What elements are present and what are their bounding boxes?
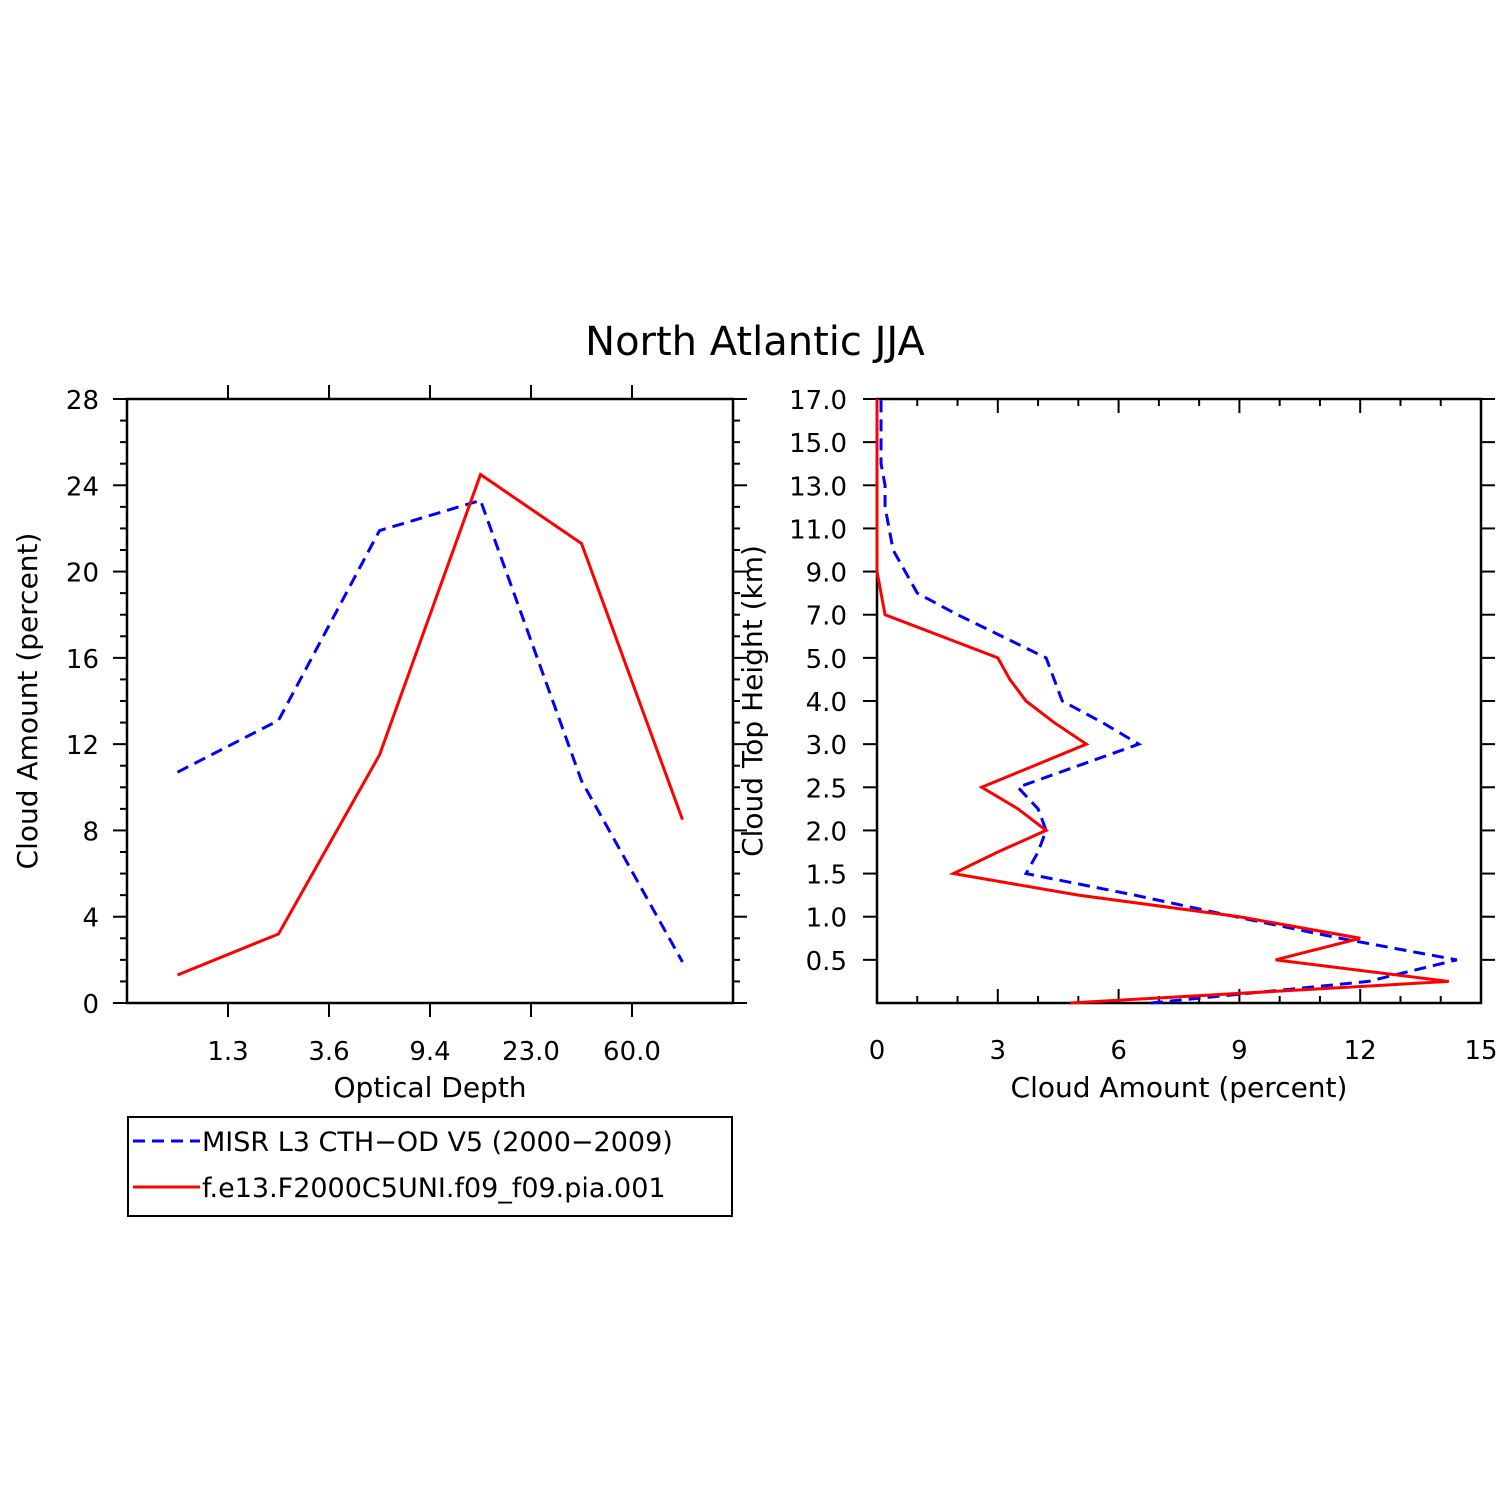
x-tick-label: 1.3 [207, 1037, 248, 1067]
y-tick-label: 12 [66, 731, 99, 761]
y-tick-label: 9.0 [806, 559, 847, 589]
y-tick-label: 28 [66, 386, 99, 416]
series-line-obs [879, 399, 1458, 1005]
y-tick-label: 0 [82, 990, 99, 1020]
y-axis-title: Cloud Amount (percent) [11, 533, 44, 870]
y-tick-label: 3.0 [806, 731, 847, 761]
y-tick-label: 16 [66, 645, 99, 675]
series-line-model [875, 399, 1449, 1005]
x-tick-label: 3.6 [308, 1037, 349, 1067]
y-tick-label: 1.0 [806, 904, 847, 934]
series-line-obs [176, 498, 684, 963]
figure-title: North Atlantic JJA [585, 319, 925, 365]
y-tick-label: 8 [82, 817, 99, 847]
x-tick-label: 12 [1344, 1036, 1377, 1066]
y-tick-label: 2.5 [806, 774, 847, 804]
x-tick-label: 6 [1110, 1036, 1127, 1066]
legend-label-obs: MISR L3 CTH−OD V5 (2000−2009) [202, 1127, 673, 1158]
y-tick-label: 4.0 [806, 688, 847, 718]
x-tick-label: 9 [1231, 1036, 1248, 1066]
legend-label-model: f.e13.F2000C5UNI.f09_f09.pia.001 [202, 1173, 666, 1204]
x-axis-title: Optical Depth [333, 1071, 526, 1104]
y-tick-label: 24 [66, 472, 99, 502]
y-tick-label: 2.0 [806, 817, 847, 847]
cloud-top-height-panel: 0 3 6 9 12 15 0.5 1.0 1.5 2.0 2.5 3.0 4.0 5.0 7.0 9.0 11… [736, 386, 1498, 1104]
legend-box [127, 1116, 733, 1217]
x-tick-label: 60.0 [603, 1037, 661, 1067]
legend: MISR L3 CTH−OD V5 (2000−2009) f.e13.F200… [127, 1116, 733, 1217]
y-tick-label: 13.0 [789, 472, 847, 502]
x-tick-label: 9.4 [409, 1037, 450, 1067]
y-axis-title: Cloud Top Height (km) [736, 545, 769, 857]
x-tick-label: 23.0 [502, 1037, 560, 1067]
y-tick-label: 11.0 [789, 515, 847, 545]
x-tick-label: 3 [990, 1036, 1007, 1066]
y-tick-label: 5.0 [806, 645, 847, 675]
y-tick-label: 20 [66, 559, 99, 589]
plot-frame [875, 397, 1483, 1005]
x-tick-label: 15 [1464, 1036, 1497, 1066]
series-line-model [176, 472, 684, 977]
x-tick-label: 0 [869, 1036, 886, 1066]
y-tick-label: 17.0 [789, 386, 847, 416]
y-tick-label: 4 [82, 904, 99, 934]
y-tick-label: 7.0 [806, 602, 847, 632]
optical-depth-panel: 0 4 8 12 16 20 24 28 1.3 3.6 9.4 23.0 60.0 Optical De… [11, 385, 747, 1104]
y-tick-label: 1.5 [806, 861, 847, 891]
plot-frame [125, 397, 735, 1005]
y-tick-label: 15.0 [789, 429, 847, 459]
y-tick-label: 0.5 [806, 947, 847, 977]
x-axis-title: Cloud Amount (percent) [1011, 1071, 1348, 1104]
